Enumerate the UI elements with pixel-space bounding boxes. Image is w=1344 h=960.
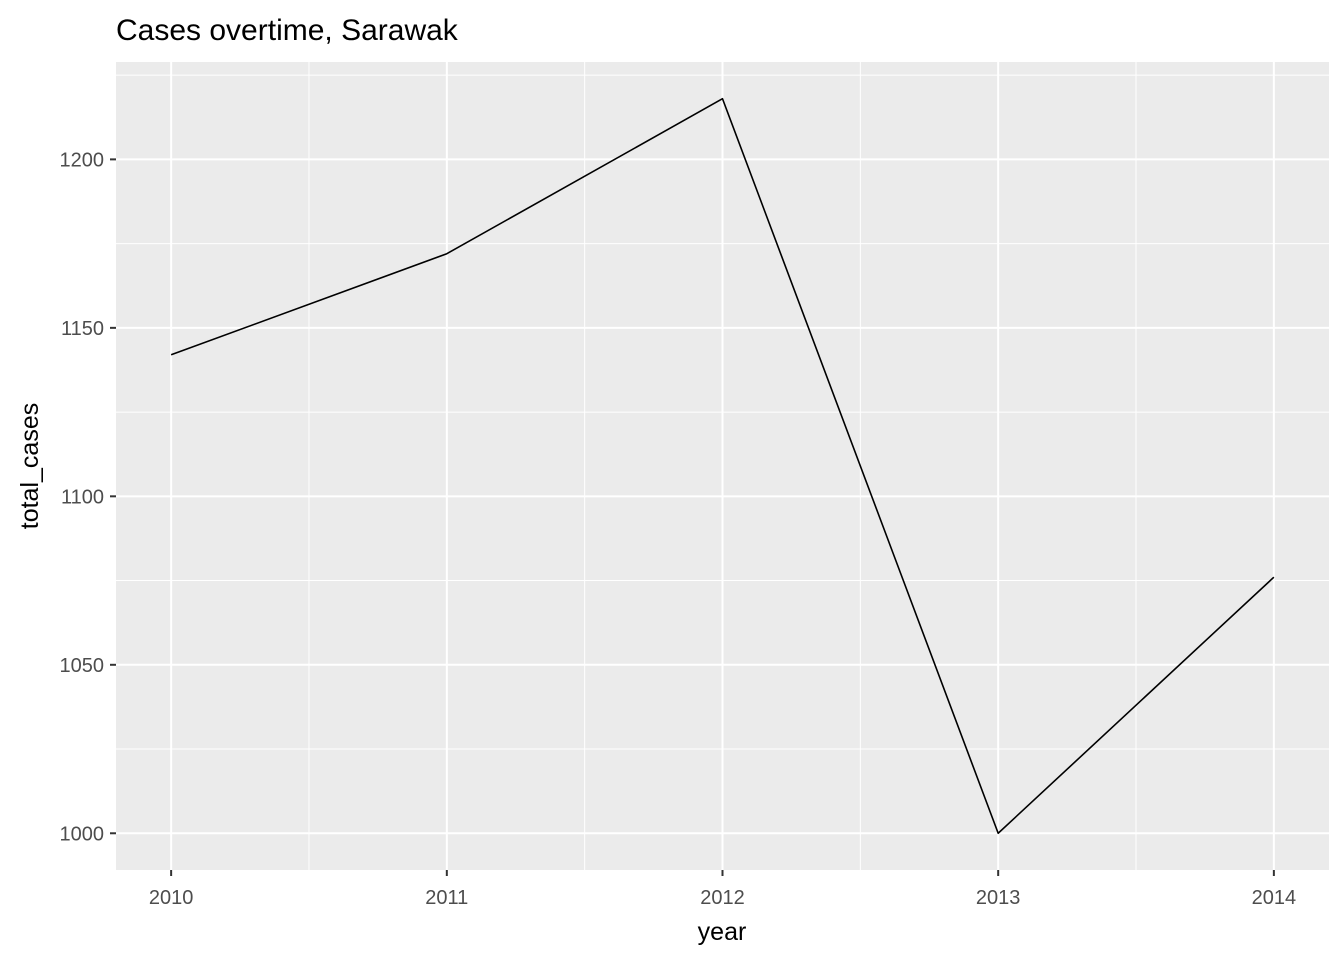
x-axis-title: year (698, 918, 747, 946)
x-tick-label: 2014 (1252, 887, 1297, 909)
y-axis: 1000 1050 1100 1150 1200 (60, 149, 116, 845)
x-tick-label: 2013 (976, 887, 1021, 909)
x-tick-label: 2010 (149, 887, 194, 909)
series-layer (170, 97, 1275, 835)
major-gridlines (116, 62, 1329, 870)
y-tick-label: 1050 (60, 655, 105, 677)
x-tick-label: 2011 (425, 887, 468, 909)
y-axis-title: total_cases (16, 403, 44, 529)
series-line (170, 97, 1275, 835)
y-tick-label: 1150 (61, 318, 104, 340)
y-tick-label: 1000 (60, 823, 105, 845)
x-tick-label: 2012 (700, 887, 745, 909)
y-tick-label: 1100 (61, 486, 104, 508)
chart-title: Cases overtime, Sarawak (116, 14, 459, 47)
x-axis: 2010 2011 2012 2013 2014 (149, 870, 1296, 909)
y-tick-label: 1200 (60, 149, 105, 171)
